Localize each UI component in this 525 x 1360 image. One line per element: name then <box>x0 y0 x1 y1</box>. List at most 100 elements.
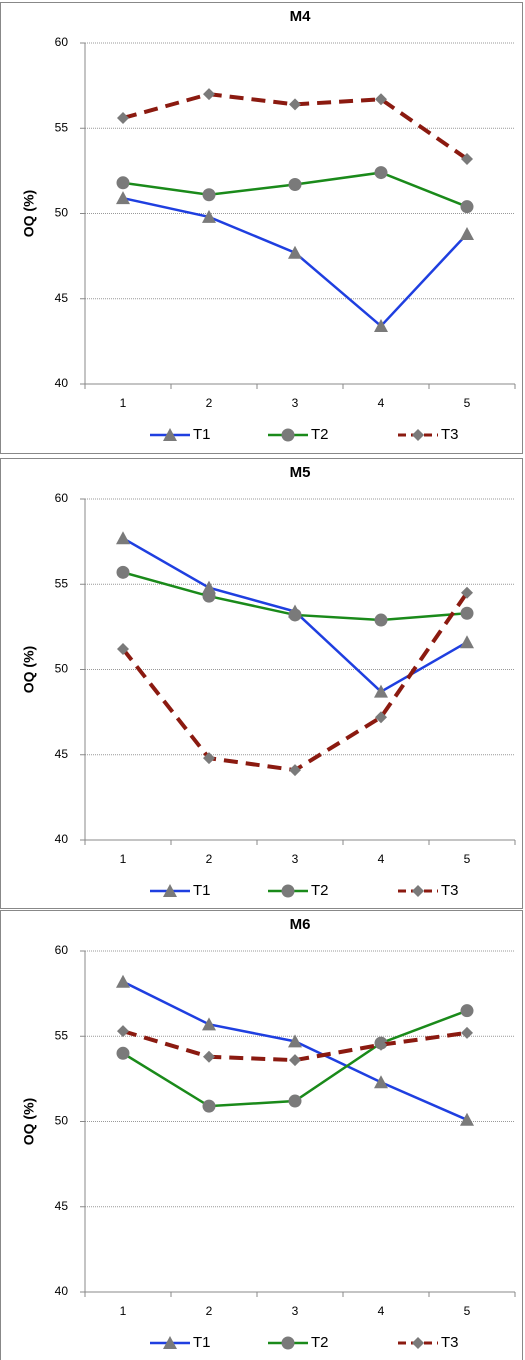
x-tick-label: 3 <box>292 1304 299 1318</box>
marker <box>374 684 388 698</box>
marker <box>460 606 474 620</box>
legend-label: T1 <box>193 882 211 899</box>
marker <box>289 98 301 111</box>
x-tick-label: 4 <box>378 852 385 866</box>
x-tick-label: 2 <box>206 852 213 866</box>
y-tick-label: 60 <box>55 943 69 957</box>
panel-frame <box>0 458 523 909</box>
marker <box>117 643 129 656</box>
legend-label: T1 <box>193 426 211 443</box>
marker <box>116 565 130 579</box>
legend-label: T3 <box>441 1334 459 1351</box>
y-tick-label: 60 <box>55 491 69 505</box>
marker <box>117 1025 129 1038</box>
marker <box>374 613 388 627</box>
marker <box>116 974 130 988</box>
legend-marker <box>281 1336 295 1350</box>
x-tick-label: 2 <box>206 1304 213 1318</box>
legend-marker <box>412 885 424 897</box>
x-tick-label: 5 <box>464 396 471 410</box>
y-tick-label: 45 <box>55 1199 69 1213</box>
marker <box>375 93 387 106</box>
y-axis-title: OQ (%) <box>21 1098 37 1145</box>
legend-marker <box>412 429 424 441</box>
marker <box>460 1004 474 1018</box>
x-tick-label: 5 <box>464 1304 471 1318</box>
chart-title: M6 <box>290 916 311 933</box>
marker <box>288 178 302 192</box>
marker <box>289 764 301 777</box>
marker <box>116 531 130 545</box>
legend-marker <box>281 428 295 442</box>
y-tick-label: 40 <box>55 376 69 390</box>
legend-label: T3 <box>441 882 459 899</box>
marker <box>289 1054 301 1067</box>
y-tick-label: 40 <box>55 1284 69 1298</box>
marker <box>203 88 215 101</box>
legend-marker <box>163 1336 177 1349</box>
marker <box>375 711 387 724</box>
series-line <box>122 92 469 161</box>
y-tick-label: 40 <box>55 832 69 846</box>
marker <box>288 245 302 259</box>
legend-label: T3 <box>441 426 459 443</box>
marker <box>460 635 474 649</box>
legend-label: T2 <box>311 882 329 899</box>
y-tick-label: 55 <box>55 576 69 590</box>
y-axis-title: OQ (%) <box>21 190 37 237</box>
x-tick-label: 3 <box>292 852 299 866</box>
legend-label: T1 <box>193 1334 211 1351</box>
y-tick-label: 55 <box>55 1028 69 1042</box>
marker <box>202 1017 216 1031</box>
marker <box>117 112 129 125</box>
marker <box>374 166 388 180</box>
y-tick-label: 55 <box>55 120 69 134</box>
marker <box>460 200 474 214</box>
chart-title: M5 <box>290 464 311 481</box>
marker <box>116 191 130 205</box>
x-tick-label: 5 <box>464 852 471 866</box>
x-tick-label: 1 <box>120 396 127 410</box>
marker <box>288 608 302 622</box>
chart-title: M4 <box>290 8 311 25</box>
series-line <box>122 1029 468 1063</box>
marker <box>288 1094 302 1108</box>
marker <box>202 209 216 223</box>
x-tick-label: 3 <box>292 396 299 410</box>
marker <box>288 1034 302 1048</box>
marker <box>460 1112 474 1126</box>
marker <box>202 580 216 594</box>
legend-label: T2 <box>311 426 329 443</box>
legend-label: T2 <box>311 1334 329 1351</box>
y-tick-label: 50 <box>55 662 69 676</box>
marker <box>202 1099 216 1113</box>
series-line <box>122 196 468 328</box>
x-tick-label: 1 <box>120 852 127 866</box>
x-tick-label: 1 <box>120 1304 127 1318</box>
marker <box>202 589 216 603</box>
marker <box>203 1050 215 1063</box>
x-tick-label: 4 <box>378 1304 385 1318</box>
marker <box>461 1026 473 1039</box>
marker <box>461 152 473 165</box>
x-tick-label: 2 <box>206 396 213 410</box>
y-tick-label: 60 <box>55 35 69 49</box>
marker <box>203 752 215 765</box>
panel-frame <box>0 910 523 1360</box>
y-tick-label: 45 <box>55 747 69 761</box>
marker <box>116 176 130 190</box>
y-axis-title: OQ (%) <box>21 646 37 693</box>
y-tick-label: 50 <box>55 206 69 220</box>
marker <box>460 226 474 240</box>
y-tick-label: 45 <box>55 291 69 305</box>
marker <box>374 319 388 333</box>
marker <box>375 1038 387 1051</box>
marker <box>202 188 216 202</box>
panel-frame <box>0 2 523 454</box>
y-tick-label: 50 <box>55 1114 69 1128</box>
legend-marker <box>412 1337 424 1349</box>
